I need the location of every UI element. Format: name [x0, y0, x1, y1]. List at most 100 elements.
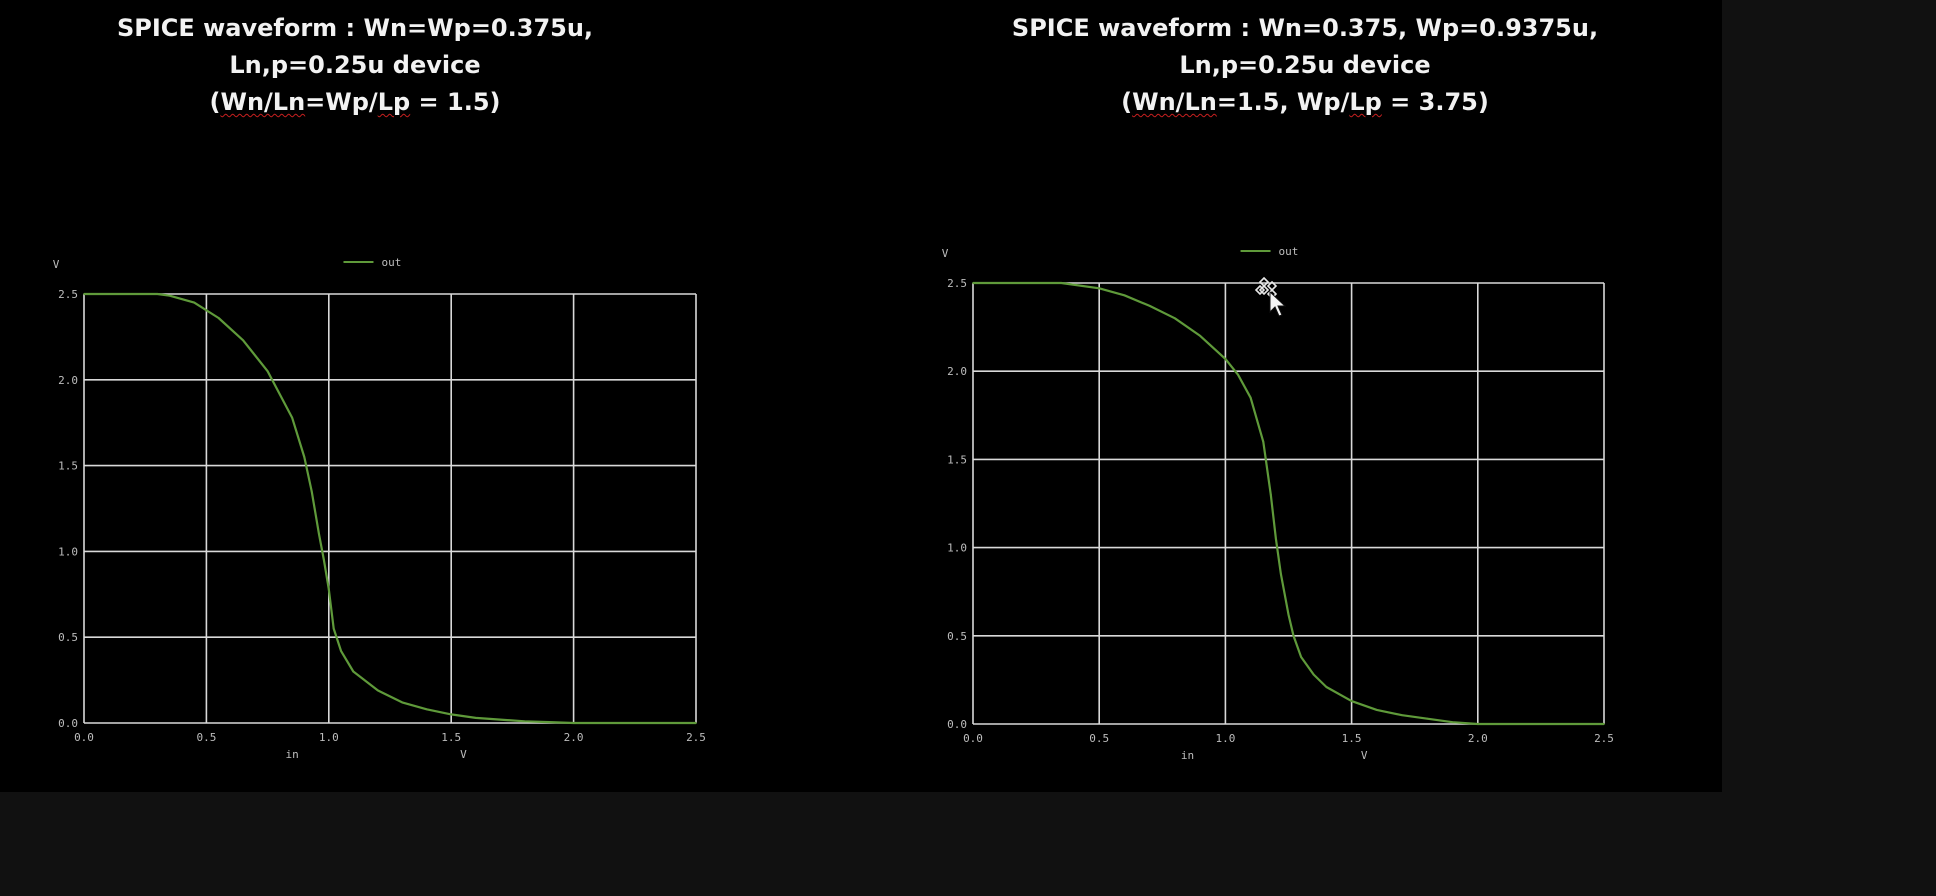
title-part-underlined: Lp — [1349, 88, 1382, 116]
move-cursor-icon — [1254, 276, 1287, 317]
data-point — [1060, 282, 1063, 284]
x-tick-label: 0.0 — [74, 731, 94, 744]
data-point — [242, 339, 245, 342]
x-axis-unit: V — [460, 748, 467, 761]
data-point — [1426, 717, 1429, 720]
data-point — [1199, 335, 1202, 337]
x-tick-label: 1.0 — [319, 731, 339, 744]
x-tick-label: 0.5 — [1089, 732, 1109, 745]
data-point — [1375, 708, 1378, 711]
data-point — [327, 588, 330, 591]
data-point — [1312, 673, 1315, 676]
data-point — [1274, 537, 1277, 540]
title-part: = 1.5) — [410, 88, 501, 116]
data-point — [1603, 723, 1605, 725]
data-point — [499, 718, 502, 721]
data-point — [695, 722, 697, 724]
x-tick-label: 0.5 — [196, 731, 216, 744]
left-chart: 0.0 0.5 1.0 1.5 2.0 2.5 0.0 0.5 1.0 1.5 2.0 2.5 Vin V… — [53, 256, 706, 761]
data-point — [474, 716, 477, 719]
title-part: =1.5, Wp/ — [1216, 88, 1350, 116]
data-point — [1123, 294, 1126, 297]
x-tick-label: 0.0 — [963, 732, 983, 745]
data-point — [168, 294, 171, 297]
title-part: = 3.75) — [1381, 88, 1489, 116]
right-chart: 0.0 0.5 1.0 1.5 2.0 2.5 0.0 0.5 1.0 1.5 2.0 2.5 Vin V… — [942, 245, 1614, 762]
data-point — [972, 282, 974, 284]
data-point — [318, 533, 320, 536]
legend-label: out — [381, 256, 401, 269]
data-point — [1174, 317, 1176, 320]
y-tick-label: 2.0 — [58, 374, 78, 387]
data-point — [352, 670, 355, 673]
title-line: Ln,p=0.25u device — [229, 51, 481, 79]
left-chart-title: SPICE waveform : Wn=Wp=0.375u, Ln,p=0.25… — [40, 10, 670, 121]
y-tick-label: 0.5 — [58, 631, 78, 644]
data-point — [376, 689, 379, 692]
data-point — [1325, 686, 1328, 688]
data-point — [548, 721, 551, 724]
x-tick-label: 1.0 — [1215, 732, 1235, 745]
data-point — [1269, 493, 1272, 496]
data-point — [83, 293, 85, 295]
x-tick-label: 1.5 — [441, 731, 461, 744]
y-tick-label: 0.5 — [947, 630, 967, 643]
x-axis-unit: V — [1361, 749, 1368, 762]
data-point — [340, 650, 342, 652]
data-point — [1237, 373, 1239, 376]
data-point — [156, 293, 159, 295]
series-line-out — [973, 281, 1604, 726]
title-part: =Wp/ — [305, 88, 378, 116]
title-ratio-line: (Wn/Ln=1.5, Wp/Lp = 3.75) — [960, 84, 1650, 121]
data-point — [310, 490, 313, 493]
x-axis-label: in — [1181, 749, 1194, 762]
data-point — [523, 720, 526, 723]
data-point — [1148, 305, 1151, 307]
title-part-underlined: Lp — [377, 88, 411, 116]
y-tick-label: 1.0 — [58, 545, 78, 558]
title-ratio-line: (Wn/Ln=Wp/Lp = 1.5) — [40, 84, 670, 121]
y-tick-label: 1.0 — [947, 542, 967, 555]
title-line: SPICE waveform : Wn=Wp=0.375u, — [116, 14, 594, 42]
y-axis-label: V — [53, 258, 60, 271]
data-point — [1451, 721, 1454, 724]
y-tick-label: 2.5 — [58, 288, 78, 301]
y-tick-label: 0.0 — [947, 718, 967, 731]
data-point — [1280, 573, 1282, 575]
data-point — [266, 370, 269, 373]
data-point — [193, 301, 196, 304]
data-point — [332, 627, 335, 630]
data-point — [1401, 714, 1403, 717]
legend-label: out — [1279, 245, 1299, 258]
data-point — [401, 701, 404, 704]
title-part-underlined: Wn/Ln — [1132, 88, 1217, 116]
data-point — [1350, 700, 1353, 702]
data-point — [303, 456, 306, 458]
data-point — [1300, 656, 1303, 658]
title-line: SPICE waveform : Wn=0.375, Wp=0.9375u, — [1011, 14, 1599, 42]
data-point — [1292, 634, 1295, 637]
x-tick-label: 2.0 — [1468, 732, 1488, 745]
data-point — [1224, 357, 1227, 360]
x-axis-label: in — [285, 748, 298, 761]
data-point — [1098, 287, 1101, 290]
data-point — [450, 713, 453, 716]
data-point — [1249, 396, 1252, 399]
right-chart-title: SPICE waveform : Wn=0.375, Wp=0.9375u, L… — [960, 10, 1650, 121]
y-tick-label: 0.0 — [58, 717, 78, 730]
data-point — [323, 559, 325, 561]
title-line: Ln,p=0.25u device — [1179, 51, 1431, 79]
data-point — [291, 416, 293, 419]
y-tick-label: 2.0 — [947, 365, 967, 378]
x-tick-label: 2.5 — [686, 731, 706, 744]
data-point — [572, 722, 575, 724]
y-tick-label: 1.5 — [947, 453, 967, 466]
y-tick-label: 1.5 — [58, 460, 78, 473]
y-tick-label: 2.5 — [947, 277, 967, 290]
data-point — [1287, 613, 1290, 616]
series-line-out — [84, 292, 696, 725]
y-axis-label: V — [942, 247, 949, 260]
data-point — [425, 708, 428, 711]
title-part: ( — [1121, 88, 1133, 116]
screen-area: SPICE waveform : Wn=Wp=0.375u, Ln,p=0.25… — [0, 0, 1722, 792]
